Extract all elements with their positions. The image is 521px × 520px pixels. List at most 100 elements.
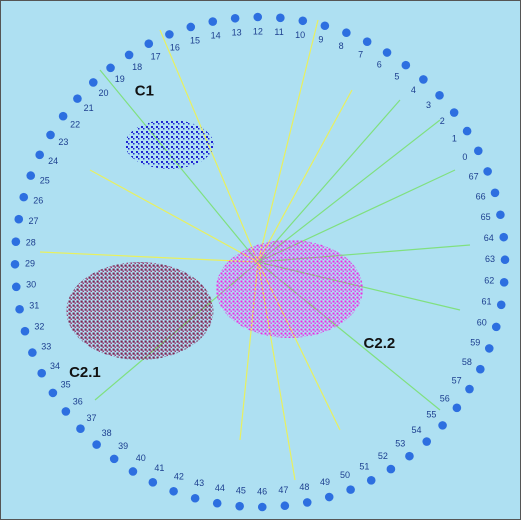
anchor-label: 30 [26, 280, 36, 290]
cluster-label: C1 [135, 82, 154, 99]
anchor-dot [362, 37, 372, 46]
anchor-label: 59 [470, 337, 480, 347]
anchor-label: 40 [136, 453, 146, 463]
anchor-dot [462, 126, 472, 136]
anchor-label: 7 [358, 50, 363, 60]
anchor-dot [124, 50, 134, 60]
anchor-dot [483, 167, 492, 176]
anchor-label: 18 [132, 62, 142, 72]
anchor-label: 55 [426, 410, 436, 420]
anchor-label: 20 [98, 88, 108, 98]
anchor-dot [11, 282, 21, 292]
anchor-dot [382, 48, 392, 57]
anchor-label: 42 [174, 472, 184, 482]
anchor-label: 24 [48, 156, 58, 166]
cluster-label: C2.2 [364, 335, 396, 352]
anchor-label: 53 [395, 439, 405, 449]
anchor-label: 64 [484, 233, 494, 243]
anchor-dot [76, 424, 85, 434]
anchor-label: 58 [462, 357, 472, 367]
anchor-label: 14 [211, 31, 221, 41]
anchor-label: 1 [452, 133, 457, 143]
anchor-dot [342, 28, 351, 38]
anchor-dot [499, 232, 509, 242]
anchor-dot [496, 210, 505, 220]
anchor-label: 21 [84, 103, 94, 113]
anchor-label: 6 [377, 60, 382, 70]
anchor-label: 34 [50, 361, 60, 371]
anchor-dot [20, 326, 30, 336]
anchor-dot [253, 12, 263, 22]
anchor-dot [484, 344, 494, 353]
anchor-label: 43 [194, 478, 204, 488]
anchor-label: 25 [40, 175, 50, 185]
anchor-dot [386, 464, 396, 474]
anchor-label: 4 [411, 85, 416, 95]
anchor-label: 60 [477, 317, 487, 327]
anchors: 0123456789101112131415161718192021222324… [10, 12, 510, 512]
anchor-label: 45 [236, 486, 246, 496]
anchor-label: 38 [102, 428, 112, 438]
anchor-dot [109, 454, 119, 464]
anchor-label: 49 [320, 477, 330, 487]
anchor-label: 29 [25, 259, 35, 269]
anchor-label: 63 [485, 254, 495, 264]
anchor-label: 52 [378, 451, 388, 461]
anchor-dot [499, 278, 509, 287]
anchor-label: 31 [29, 301, 39, 311]
anchor-dot [208, 17, 218, 26]
anchor-dot [19, 192, 29, 202]
anchor-label: 41 [154, 463, 164, 473]
cluster-cloud [215, 239, 363, 338]
anchor-label: 33 [41, 341, 51, 351]
anchor-label: 35 [61, 379, 71, 389]
anchor-label: 50 [340, 470, 350, 480]
anchor-dot [61, 407, 71, 416]
anchor-dot [144, 39, 154, 49]
anchor-dot [230, 13, 240, 23]
anchor-dot [438, 421, 447, 430]
anchor-dot [419, 75, 428, 84]
anchor-dot [10, 259, 20, 269]
anchor-dot [169, 486, 178, 496]
anchor-dot [491, 322, 501, 332]
anchor-label: 8 [339, 41, 344, 51]
anchor-dot [366, 475, 376, 485]
anchor-dot [128, 467, 138, 476]
anchor-dot [28, 348, 37, 357]
anchor-label: 37 [86, 413, 96, 423]
anchor-dot [58, 111, 68, 121]
anchor-label: 65 [481, 212, 491, 222]
anchor-dot [148, 478, 158, 487]
anchor-dot [405, 451, 414, 461]
anchor-label: 17 [151, 51, 161, 61]
anchor-label: 51 [359, 461, 369, 471]
anchor-dot [46, 130, 55, 140]
anchor-dot [276, 13, 285, 23]
anchor-dot [476, 364, 485, 374]
anchor-label: 13 [232, 28, 242, 38]
anchor-label: 56 [440, 393, 450, 403]
anchor-label: 9 [318, 35, 323, 45]
clusters: C1 C2.1 C2.2 [66, 82, 395, 381]
anchor-dot [473, 146, 483, 156]
anchor-dot [346, 485, 355, 494]
anchor-dot [35, 150, 44, 160]
anchor-dot [280, 501, 290, 511]
cluster-cloud [66, 262, 214, 360]
anchor-label: 16 [170, 43, 180, 53]
anchor-label: 22 [70, 119, 80, 129]
anchor-label: 62 [484, 275, 494, 285]
anchor-label: 67 [469, 171, 479, 181]
anchor-label: 66 [476, 191, 486, 201]
anchor-dot [422, 437, 432, 446]
cluster-cloud [125, 119, 214, 169]
anchor-dot [186, 22, 196, 32]
anchor-label: 36 [73, 397, 83, 407]
anchor-dot [11, 237, 21, 246]
anchor-label: 26 [33, 195, 43, 205]
anchor-dot [88, 78, 98, 87]
cluster-label: C2.1 [69, 364, 101, 381]
anchor-label: 46 [257, 486, 267, 496]
